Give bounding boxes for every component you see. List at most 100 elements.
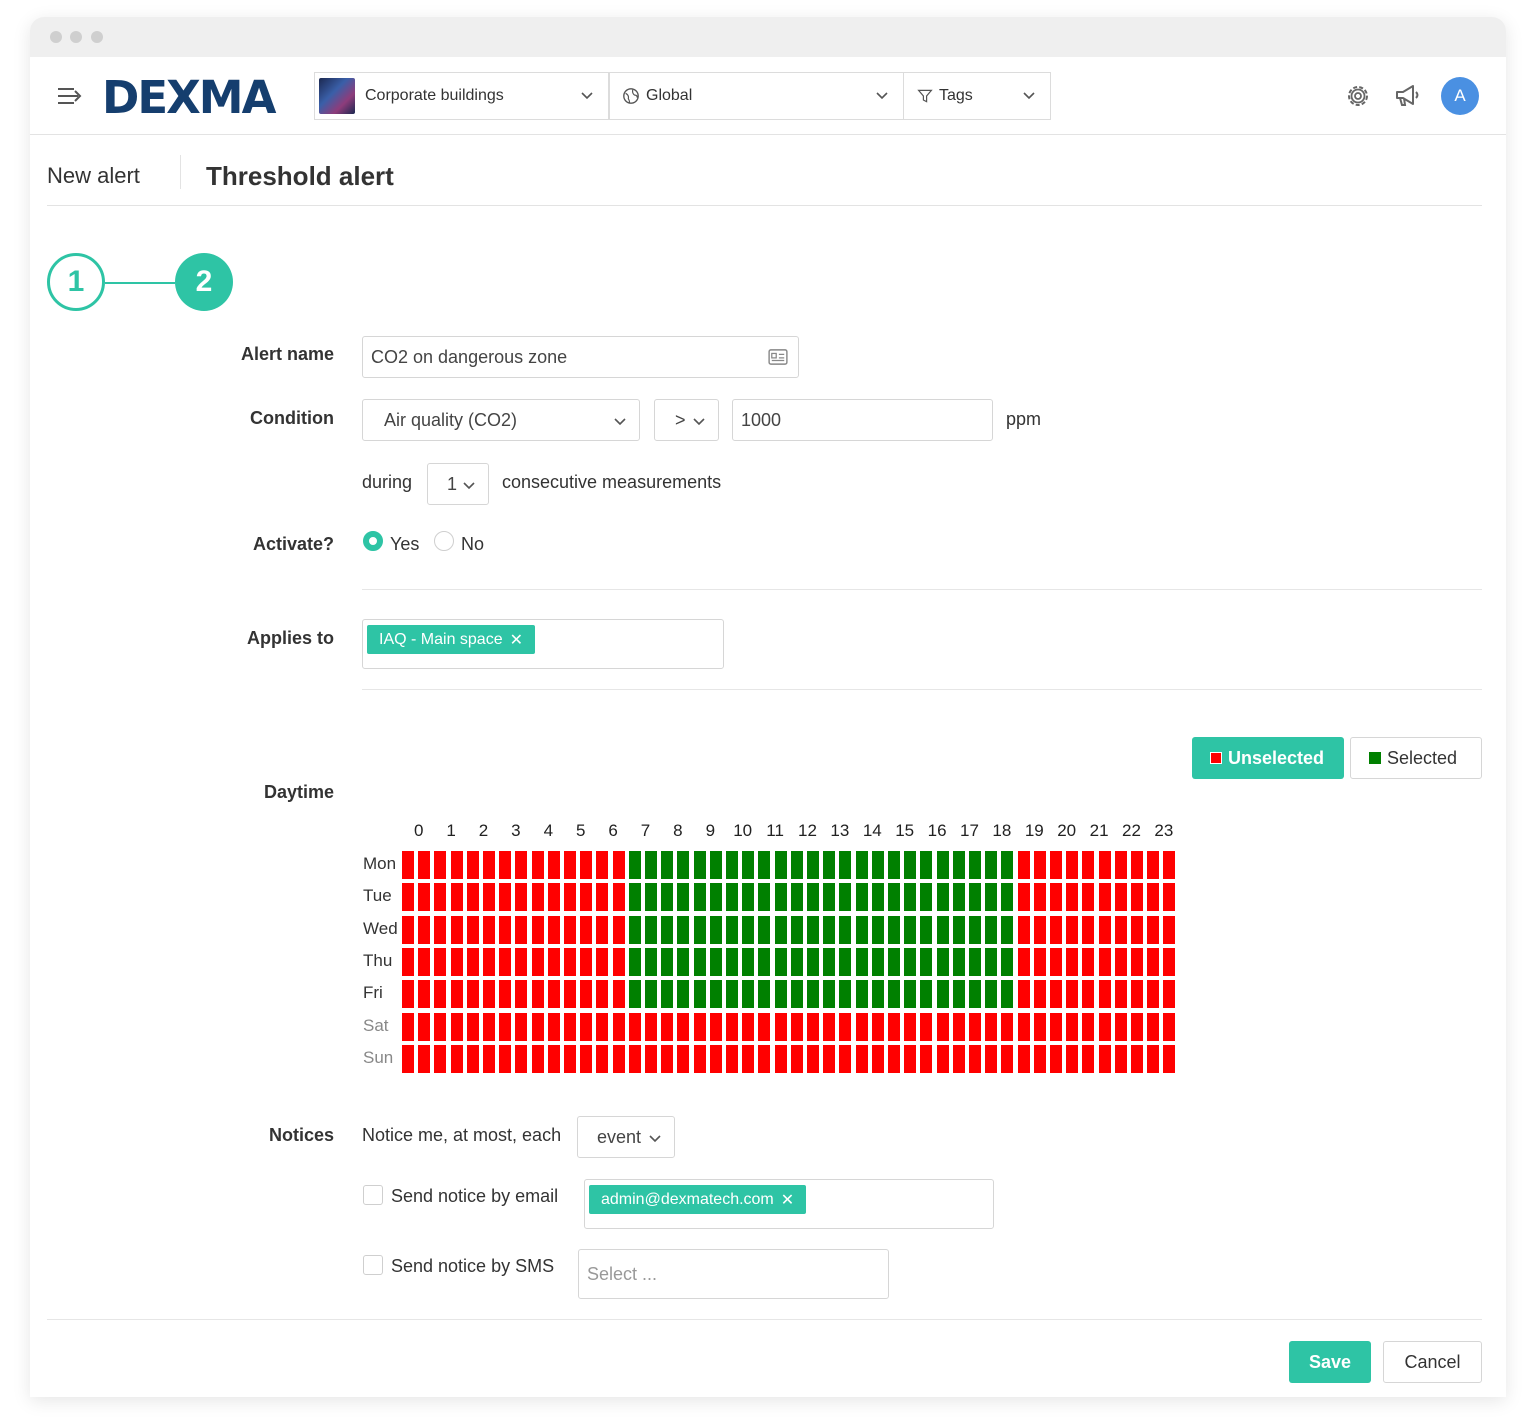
schedule-cell[interactable] xyxy=(807,851,819,879)
schedule-cell[interactable] xyxy=(790,947,803,976)
schedule-cell[interactable] xyxy=(645,883,657,912)
schedule-cell[interactable] xyxy=(709,1044,722,1073)
hour-header-5[interactable]: 5 xyxy=(575,821,586,840)
schedule-cell[interactable] xyxy=(839,1012,852,1041)
schedule-cell[interactable] xyxy=(823,883,836,912)
schedule-cell[interactable] xyxy=(855,947,868,976)
schedule-cell[interactable] xyxy=(450,915,463,944)
email-notice-label[interactable]: Send notice by email xyxy=(391,1186,559,1206)
schedule-cell[interactable] xyxy=(742,947,755,976)
schedule-cell[interactable] xyxy=(612,980,625,1009)
schedule-cell[interactable] xyxy=(612,947,625,976)
schedule-cell[interactable] xyxy=(547,1044,560,1073)
schedule-cell[interactable] xyxy=(402,947,414,976)
day-label-sat[interactable]: Sat xyxy=(363,1015,389,1035)
schedule-cell[interactable] xyxy=(661,883,674,912)
schedule-cell[interactable] xyxy=(547,1012,560,1041)
schedule-cell[interactable] xyxy=(661,915,674,944)
schedule-cell[interactable] xyxy=(418,851,431,879)
schedule-cell[interactable] xyxy=(402,1012,414,1041)
schedule-cell[interactable] xyxy=(677,1012,690,1041)
hour-header-14[interactable]: 14 xyxy=(862,821,882,840)
schedule-cell[interactable] xyxy=(839,883,852,912)
schedule-cell[interactable] xyxy=(855,851,868,879)
schedule-cell[interactable] xyxy=(1066,883,1079,912)
window-zoom-dot[interactable] xyxy=(91,31,103,43)
schedule-cell[interactable] xyxy=(645,1044,657,1073)
schedule-cell[interactable] xyxy=(936,1044,949,1073)
schedule-cell[interactable] xyxy=(758,1044,771,1073)
schedule-cell[interactable] xyxy=(1147,980,1160,1009)
schedule-cell[interactable] xyxy=(677,947,690,976)
schedule-cell[interactable] xyxy=(855,980,868,1009)
schedule-cell[interactable] xyxy=(1033,980,1046,1009)
schedule-cell[interactable] xyxy=(985,1044,998,1073)
email-notice-checkbox[interactable] xyxy=(363,1185,383,1205)
hour-header-2[interactable]: 2 xyxy=(478,821,489,840)
schedule-cell[interactable] xyxy=(969,883,981,912)
schedule-cell[interactable] xyxy=(499,980,512,1009)
schedule-cell[interactable] xyxy=(612,883,625,912)
schedule-cell[interactable] xyxy=(936,883,949,912)
schedule-cell[interactable] xyxy=(774,883,787,912)
schedule-cell[interactable] xyxy=(499,1044,512,1073)
schedule-cell[interactable] xyxy=(1066,1012,1079,1041)
schedule-cell[interactable] xyxy=(1001,915,1014,944)
schedule-cell[interactable] xyxy=(936,947,949,976)
schedule-cell[interactable] xyxy=(969,947,981,976)
schedule-cell[interactable] xyxy=(807,883,819,912)
schedule-cell[interactable] xyxy=(1082,1012,1095,1041)
schedule-cell[interactable] xyxy=(1033,851,1046,879)
condition-value-input[interactable]: 1000 xyxy=(732,399,993,441)
schedule-cell[interactable] xyxy=(418,980,431,1009)
schedule-cell[interactable] xyxy=(742,883,755,912)
schedule-cell[interactable] xyxy=(677,980,690,1009)
day-label-mon[interactable]: Mon xyxy=(363,854,397,873)
schedule-cell[interactable] xyxy=(564,1044,576,1073)
schedule-cell[interactable] xyxy=(790,1044,803,1073)
schedule-cell[interactable] xyxy=(612,851,625,879)
schedule-cell[interactable] xyxy=(1033,1044,1046,1073)
alert-name-input[interactable]: CO2 on dangerous zone xyxy=(362,336,799,378)
schedule-cell[interactable] xyxy=(904,851,917,879)
schedule-cell[interactable] xyxy=(1131,980,1143,1009)
schedule-cell[interactable] xyxy=(726,883,738,912)
megaphone-icon[interactable] xyxy=(1393,81,1423,111)
schedule-cell[interactable] xyxy=(515,947,528,976)
tags-selector[interactable]: Tags xyxy=(903,72,1051,120)
schedule-cell[interactable] xyxy=(580,1044,593,1073)
schedule-cell[interactable] xyxy=(612,915,625,944)
day-label-wed[interactable]: Wed xyxy=(363,918,398,938)
schedule-cell[interactable] xyxy=(1050,883,1062,912)
schedule-cell[interactable] xyxy=(904,1044,917,1073)
schedule-cell[interactable] xyxy=(1082,883,1095,912)
schedule-cell[interactable] xyxy=(1163,851,1176,879)
schedule-cell[interactable] xyxy=(515,1044,528,1073)
schedule-cell[interactable] xyxy=(466,915,479,944)
schedule-cell[interactable] xyxy=(1114,980,1127,1009)
activate-no-label[interactable]: No xyxy=(461,534,485,554)
activate-no-radio[interactable] xyxy=(434,531,454,551)
schedule-cell[interactable] xyxy=(985,980,998,1009)
schedule-cell[interactable] xyxy=(531,980,544,1009)
schedule-cell[interactable] xyxy=(450,851,463,879)
schedule-cell[interactable] xyxy=(628,915,641,944)
hour-header-23[interactable]: 23 xyxy=(1154,821,1174,840)
schedule-cell[interactable] xyxy=(547,851,560,879)
schedule-cell[interactable] xyxy=(936,851,949,879)
schedule-cell[interactable] xyxy=(402,1044,414,1073)
schedule-cell[interactable] xyxy=(726,947,738,976)
schedule-cell[interactable] xyxy=(1098,947,1111,976)
schedule-cell[interactable] xyxy=(969,1044,981,1073)
hour-header-12[interactable]: 12 xyxy=(798,821,817,840)
schedule-cell[interactable] xyxy=(547,915,560,944)
activate-yes-radio[interactable] xyxy=(363,531,383,551)
hour-header-3[interactable]: 3 xyxy=(511,821,521,840)
schedule-cell[interactable] xyxy=(920,980,933,1009)
schedule-cell[interactable] xyxy=(515,851,528,879)
sms-recipients-input[interactable]: Select ... xyxy=(578,1249,889,1299)
schedule-cell[interactable] xyxy=(1017,883,1030,912)
schedule-cell[interactable] xyxy=(758,1012,771,1041)
schedule-cell[interactable] xyxy=(1098,980,1111,1009)
schedule-cell[interactable] xyxy=(1114,1012,1127,1041)
